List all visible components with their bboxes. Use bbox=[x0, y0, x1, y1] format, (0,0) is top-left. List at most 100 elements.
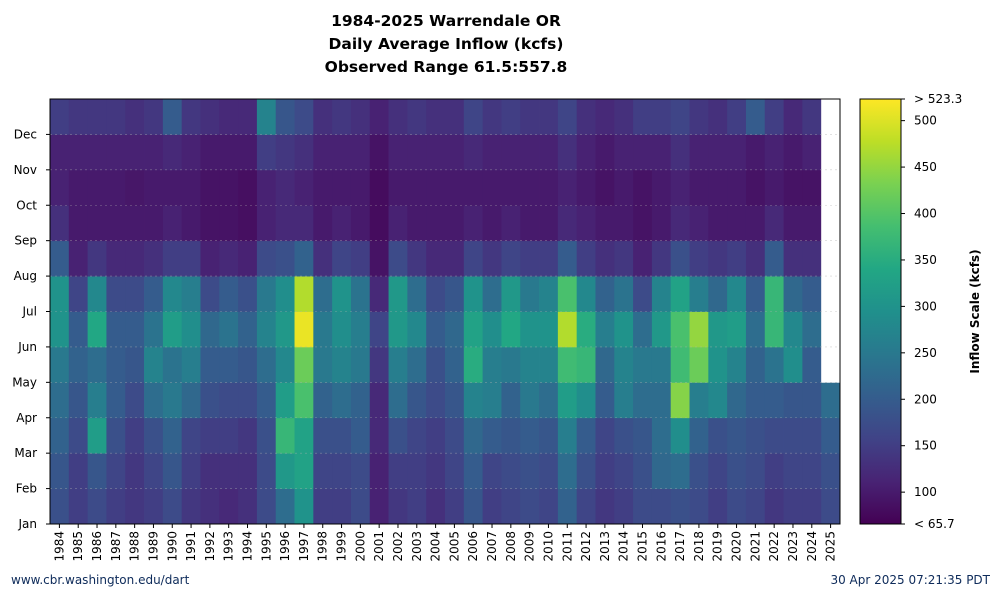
heatmap-cell bbox=[595, 382, 615, 419]
heatmap-cell bbox=[501, 488, 521, 525]
x-tick-label: 2014 bbox=[617, 531, 631, 562]
heatmap-cell bbox=[106, 99, 126, 135]
heatmap-cell bbox=[87, 99, 107, 135]
source-link[interactable]: www.cbr.washington.edu/dart bbox=[11, 573, 190, 587]
heatmap-cell bbox=[238, 240, 258, 277]
heatmap-cell bbox=[689, 240, 709, 277]
heatmap-cell bbox=[407, 311, 427, 348]
heatmap-cell bbox=[708, 417, 728, 454]
colorbar-tick-label: 200 bbox=[914, 392, 937, 406]
heatmap-cell bbox=[106, 488, 126, 525]
heatmap-cell bbox=[520, 346, 540, 383]
heatmap-cell bbox=[388, 169, 408, 206]
heatmap-cell bbox=[783, 276, 803, 312]
heatmap-cell bbox=[445, 346, 465, 383]
heatmap-cell bbox=[332, 311, 352, 348]
heatmap-cell bbox=[689, 417, 709, 454]
heatmap-cell bbox=[821, 205, 841, 242]
heatmap-cell bbox=[501, 346, 521, 383]
heatmap-cell bbox=[670, 382, 690, 419]
heatmap-cell bbox=[708, 453, 728, 489]
heatmap-cell bbox=[275, 276, 295, 312]
heatmap-cell bbox=[595, 169, 615, 206]
heatmap-cell bbox=[651, 453, 672, 489]
heatmap-cell bbox=[651, 134, 672, 171]
heatmap-cell bbox=[539, 346, 559, 383]
heatmap-cell bbox=[388, 417, 408, 454]
heatmap-cell bbox=[350, 240, 371, 277]
heatmap-cell bbox=[369, 417, 389, 454]
heatmap-cell bbox=[313, 134, 333, 171]
heatmap-cell bbox=[520, 169, 540, 206]
chart-title: 1984-2025 Warrendale OR Daily Average In… bbox=[0, 10, 892, 79]
heatmap-cell bbox=[463, 382, 484, 419]
heatmap-cell bbox=[689, 311, 709, 348]
heatmap-cell bbox=[576, 276, 596, 312]
heatmap-cell bbox=[181, 417, 201, 454]
heatmap-cell bbox=[651, 99, 672, 135]
heatmap-cell bbox=[219, 417, 239, 454]
heatmap-cell bbox=[125, 453, 145, 489]
x-tick-label: 2004 bbox=[429, 531, 443, 562]
heatmap-cell bbox=[501, 453, 521, 489]
heatmap-cell bbox=[181, 311, 201, 348]
heatmap-cell bbox=[651, 311, 672, 348]
y-tick-label: Jul bbox=[22, 305, 37, 319]
x-tick-label: 2002 bbox=[391, 531, 405, 562]
heatmap-cell bbox=[369, 276, 389, 312]
heatmap-cell bbox=[614, 276, 634, 312]
heatmap-cell bbox=[463, 453, 484, 489]
heatmap-cell bbox=[200, 134, 220, 171]
heatmap-cell bbox=[614, 382, 634, 419]
heatmap-cell bbox=[633, 205, 653, 242]
heatmap-cell bbox=[783, 169, 803, 206]
heatmap-cell bbox=[200, 240, 220, 277]
heatmap-cells bbox=[50, 99, 841, 525]
heatmap-cell bbox=[557, 240, 578, 277]
y-tick-label: Jan bbox=[18, 517, 38, 531]
heatmap-cell bbox=[350, 134, 371, 171]
heatmap-cell bbox=[162, 382, 183, 419]
heatmap-cell bbox=[576, 417, 596, 454]
heatmap-cell bbox=[501, 134, 521, 171]
heatmap-cell bbox=[50, 134, 70, 171]
heatmap-cell bbox=[68, 99, 89, 135]
heatmap-cell bbox=[426, 169, 446, 206]
heatmap-cell bbox=[332, 346, 352, 383]
heatmap-cell bbox=[764, 346, 784, 383]
heatmap-cell bbox=[106, 169, 126, 206]
heatmap-cell bbox=[821, 311, 841, 348]
heatmap-cell bbox=[614, 134, 634, 171]
heatmap-cell bbox=[595, 453, 615, 489]
heatmap-cell bbox=[501, 240, 521, 277]
heatmap-cell bbox=[614, 346, 634, 383]
heatmap-cell bbox=[106, 453, 126, 489]
heatmap-cell bbox=[87, 453, 107, 489]
x-tick-label: 2019 bbox=[711, 531, 725, 562]
heatmap-cell bbox=[445, 453, 465, 489]
heatmap-cell bbox=[670, 453, 690, 489]
heatmap-cell bbox=[482, 99, 502, 135]
heatmap-cell bbox=[369, 311, 389, 348]
heatmap-cell bbox=[388, 382, 408, 419]
heatmap-cell bbox=[783, 346, 803, 383]
heatmap-cell bbox=[708, 488, 728, 525]
heatmap-cell bbox=[539, 169, 559, 206]
x-tick-label: 2025 bbox=[824, 531, 838, 562]
colorbar-tick-label: 400 bbox=[914, 207, 937, 221]
x-tick-label: 2024 bbox=[805, 531, 819, 562]
heatmap-cell bbox=[595, 417, 615, 454]
heatmap-cell bbox=[388, 311, 408, 348]
x-tick-label: 1990 bbox=[165, 531, 179, 562]
heatmap-cell bbox=[125, 99, 145, 135]
heatmap-cell bbox=[369, 205, 389, 242]
heatmap-cell bbox=[68, 346, 89, 383]
heatmap-cell bbox=[520, 276, 540, 312]
heatmap-cell bbox=[802, 488, 822, 525]
heatmap-cell bbox=[369, 346, 389, 383]
heatmap-cell bbox=[294, 240, 314, 277]
heatmap-cell bbox=[595, 99, 615, 135]
heatmap-cell bbox=[689, 169, 709, 206]
heatmap-cell bbox=[369, 453, 389, 489]
heatmap-cell bbox=[708, 205, 728, 242]
